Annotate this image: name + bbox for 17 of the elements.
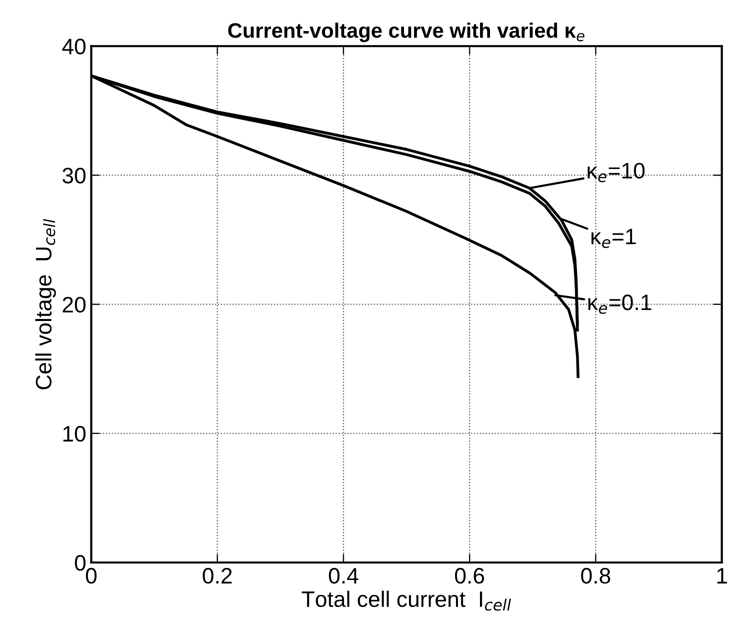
x-tick-label: 0.2 (202, 568, 232, 584)
y-tick-label: 0 (74, 555, 86, 571)
x-tick-label: 0 (86, 568, 97, 584)
annotation: κ$_{e}$=1 (592, 228, 636, 248)
y-tick-label: 30 (62, 168, 86, 184)
y-tick-label: 40 (62, 38, 86, 54)
x-tick-label: 1 (717, 568, 727, 584)
x-tick-label: 0.8 (581, 568, 610, 584)
x-axis-title: Total cell current I$_{cell}$ (302, 590, 511, 611)
annotation: κ$_{e}$=10 (588, 162, 645, 182)
annotation: κ$_{e}$=0.1 (588, 294, 652, 314)
chart-title: Current-voltage curve with varied κ$_{e}$ (228, 22, 584, 42)
y-tick-label: 20 (62, 296, 86, 313)
y-tick-label: 10 (63, 426, 86, 442)
x-tick-label: 0.4 (328, 568, 358, 584)
y-axis-title: Cell voltage U$_{cell}$ (35, 219, 56, 390)
x-tick-label: 0.6 (455, 568, 484, 584)
